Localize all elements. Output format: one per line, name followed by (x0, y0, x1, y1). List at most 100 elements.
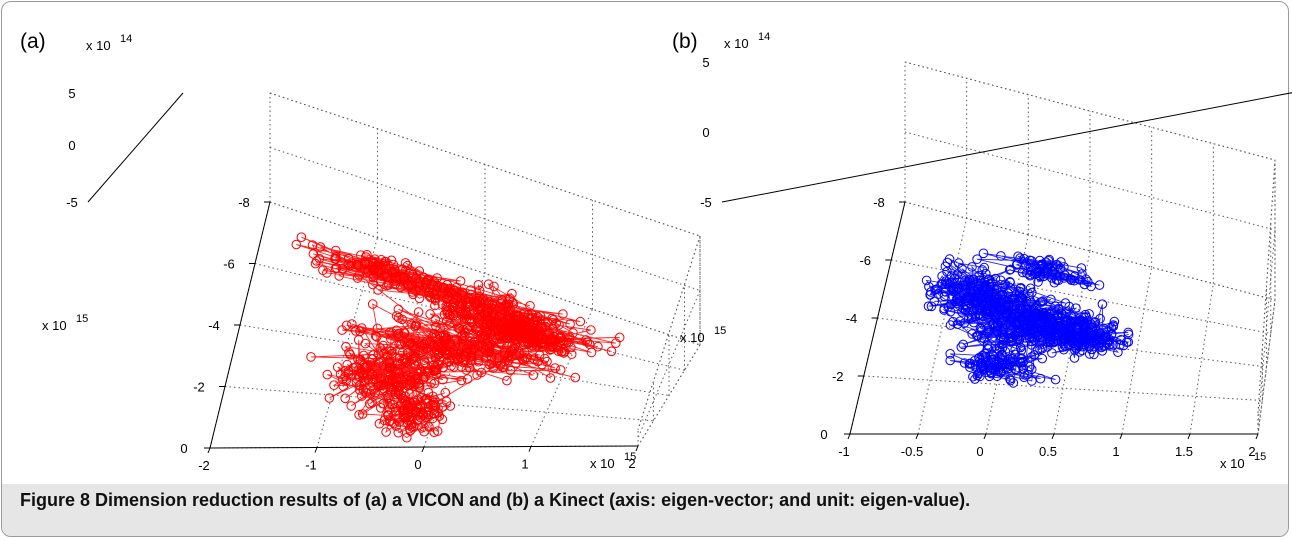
data-point-marker (1019, 372, 1029, 383)
data-point-marker (400, 412, 411, 423)
data-point-marker (1004, 333, 1014, 344)
data-point-marker (410, 322, 420, 332)
data-point-marker (1099, 341, 1110, 351)
data-point-marker (358, 371, 368, 381)
data-point-marker (409, 359, 419, 369)
data-point-marker (354, 364, 364, 374)
data-point-marker (383, 393, 394, 403)
z-exponent-label: x 10 (724, 36, 749, 51)
data-point-marker (484, 341, 495, 352)
data-point-marker (1077, 269, 1087, 279)
data-point-marker (1077, 341, 1088, 352)
data-point-marker (1026, 352, 1037, 362)
data-point-marker (1003, 300, 1013, 311)
data-point-marker (483, 307, 493, 317)
x-exponent-label: x 10 (590, 456, 615, 471)
data-point-marker (534, 350, 545, 360)
data-point-marker (953, 258, 964, 268)
data-point-marker (371, 363, 382, 374)
data-point-marker (1106, 323, 1117, 333)
data-point-marker (996, 350, 1007, 360)
data-point-marker (490, 317, 501, 328)
data-point-marker (395, 274, 405, 285)
data-point-marker (997, 360, 1008, 370)
data-point-marker (413, 369, 424, 379)
data-point-marker (1027, 287, 1037, 298)
data-point-marker (1059, 262, 1069, 272)
x-tick-label: 0 (414, 457, 421, 472)
data-point-marker (516, 320, 526, 331)
data-point-marker (1050, 269, 1060, 279)
data-point-marker (359, 258, 370, 269)
data-point-marker (392, 358, 403, 368)
data-point-marker (1092, 334, 1102, 345)
data-point-marker (394, 373, 404, 384)
z-tick-label: 0 (68, 138, 75, 153)
data-point-marker (407, 281, 418, 291)
data-point-marker (329, 380, 339, 391)
x-tick-mark (983, 433, 987, 440)
data-point-marker (537, 334, 547, 344)
data-point-marker (322, 369, 333, 380)
data-point-marker (439, 309, 450, 320)
data-point-marker (1089, 317, 1100, 327)
data-point-marker (1056, 308, 1067, 319)
data-point-marker (510, 340, 520, 351)
data-point-marker (929, 296, 940, 307)
data-point-marker (1005, 374, 1015, 384)
data-point-marker (393, 388, 404, 399)
data-point-marker (384, 280, 394, 290)
data-point-marker (480, 333, 491, 344)
y-tick-label: -2 (193, 380, 205, 395)
data-point-marker (378, 383, 389, 394)
data-point-marker (402, 380, 413, 391)
data-point-marker (1012, 259, 1023, 269)
data-point-marker (371, 332, 382, 342)
data-point-marker (945, 355, 956, 366)
data-point-marker (926, 301, 937, 312)
data-point-marker (1056, 257, 1066, 267)
caption-bar (2, 484, 1288, 536)
data-point-marker (500, 301, 510, 311)
data-point-marker (945, 349, 956, 359)
data-point-marker (428, 281, 439, 291)
data-point-marker (391, 311, 402, 321)
data-point-marker (964, 359, 975, 369)
data-point-marker (385, 404, 395, 415)
data-point-marker (983, 312, 993, 323)
y-exponent-label: x 10 (42, 318, 67, 333)
data-point-marker (343, 253, 354, 264)
data-point-marker (474, 285, 485, 296)
data-point-marker (456, 361, 467, 372)
data-point-marker (497, 362, 508, 373)
data-point-marker (430, 293, 440, 304)
y-tick-label: -8 (238, 195, 250, 210)
data-point-marker (978, 353, 989, 363)
data-point-marker (390, 402, 400, 413)
caption-text: Figure 8 Dimension reduction results of … (20, 490, 971, 510)
data-point-marker (461, 365, 472, 375)
data-point-marker (1022, 322, 1033, 333)
data-point-marker (555, 365, 566, 375)
data-point-marker (489, 281, 499, 292)
back-wall-gridline (904, 131, 1276, 231)
data-point-marker (974, 270, 984, 281)
data-point-marker (476, 333, 486, 344)
z-axis-line (87, 92, 184, 203)
data-point-marker (388, 259, 399, 270)
data-point-marker (343, 366, 354, 377)
data-point-marker (414, 293, 425, 304)
data-point-marker (383, 357, 394, 367)
data-point-marker (370, 331, 381, 341)
y-tick-label: 0 (820, 427, 827, 442)
data-point-marker (454, 303, 465, 314)
data-point-marker (415, 401, 426, 412)
data-point-marker (1005, 283, 1016, 294)
data-point-marker (1123, 329, 1134, 340)
data-point-marker (964, 313, 974, 324)
data-point-marker (456, 352, 467, 363)
data-point-marker (466, 345, 477, 355)
data-point-marker (1044, 254, 1054, 265)
data-point-marker (400, 258, 411, 268)
data-point-marker (1019, 369, 1029, 379)
